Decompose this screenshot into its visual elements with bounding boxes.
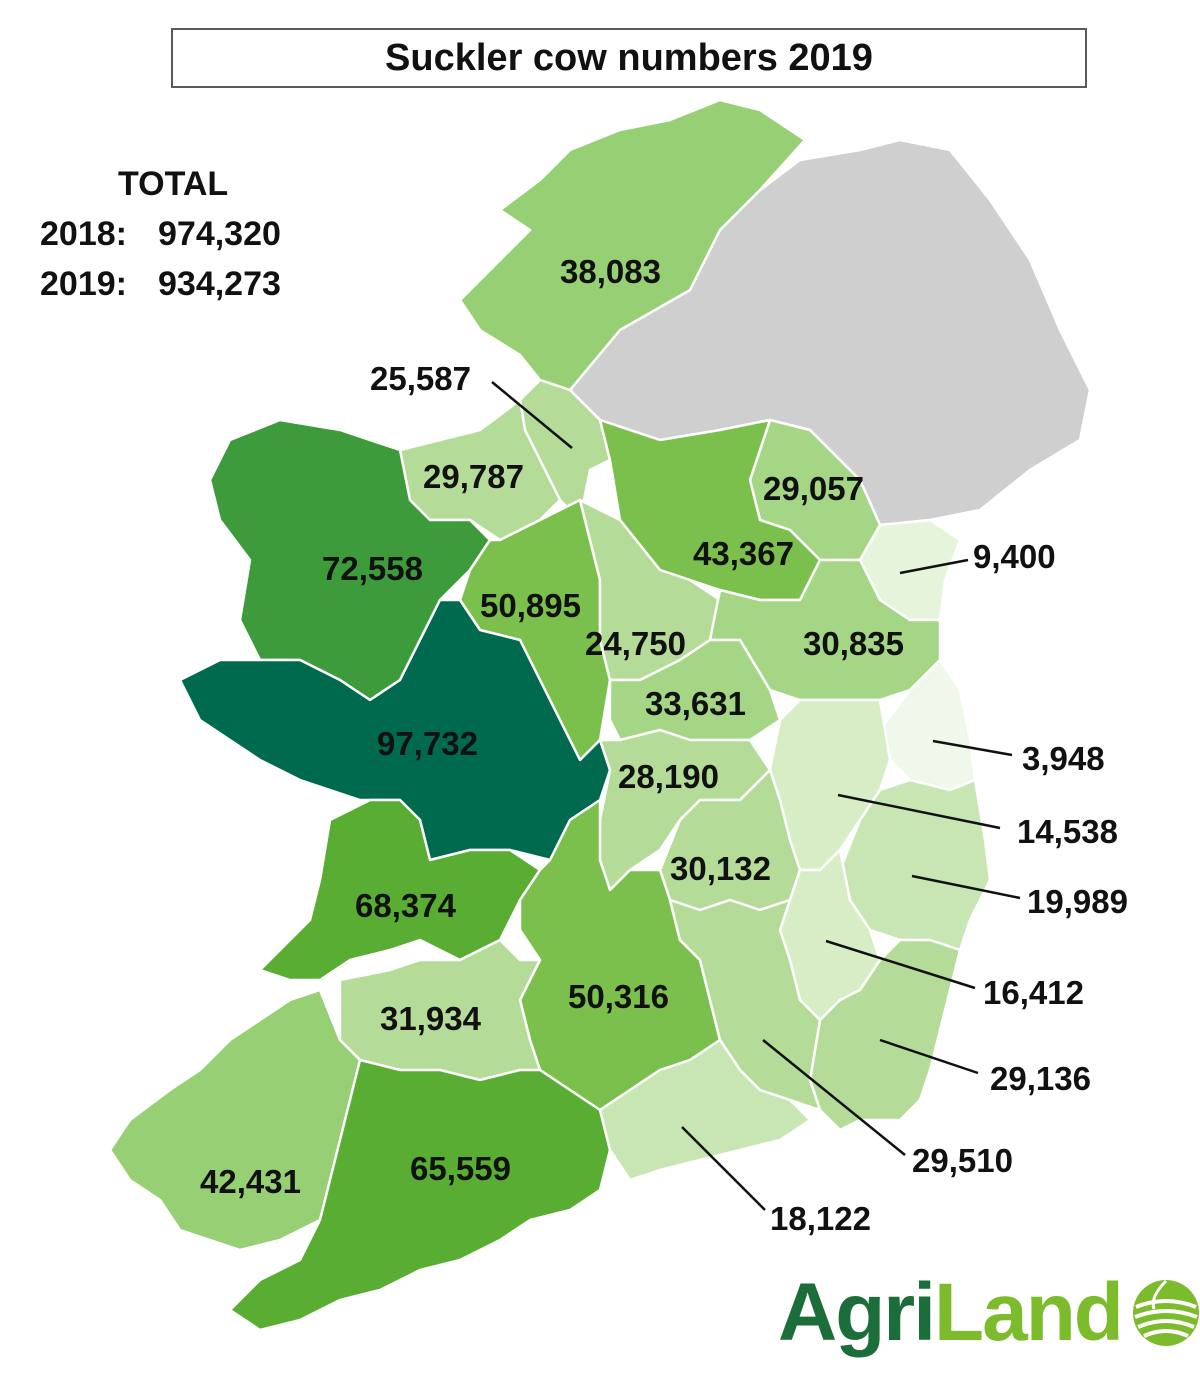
agriland-logo: Agri Land: [778, 1272, 1200, 1354]
label-carlow: 16,412: [983, 974, 1084, 1011]
label-dublin: 3,948: [1022, 740, 1105, 777]
label-sligo: 29,787: [423, 458, 524, 495]
leader-line-carlow: [825, 939, 976, 990]
totals-heading: TOTAL: [118, 165, 229, 203]
label-roscommon: 50,895: [480, 587, 581, 624]
label-limerick: 31,934: [380, 1000, 482, 1037]
label-meath: 30,835: [803, 625, 904, 662]
logo-text-agri: Agri: [778, 1267, 936, 1358]
totals-year: 2018:: [40, 215, 127, 253]
leader-line-dublin: [932, 739, 1013, 757]
label-leitrim: 25,587: [370, 360, 471, 397]
totals-row-2018: 2018: 974,320: [40, 215, 281, 254]
globe-field-icon: [1132, 1279, 1199, 1346]
label-louth: 9,400: [973, 538, 1056, 575]
totals-year: 2019:: [40, 265, 127, 303]
county-wexford: [808, 938, 962, 1132]
label-clare: 68,374: [355, 887, 457, 924]
county-labels: 38,083 25,587 29,787 29,057 72,558 50,89…: [200, 253, 1128, 1237]
leader-line-leitrim: [491, 381, 573, 449]
leader-line-wexford: [879, 1038, 979, 1075]
leader-line-waterford: [681, 1126, 766, 1211]
label-monaghan: 29,057: [763, 470, 864, 507]
label-kerry: 42,431: [200, 1163, 301, 1200]
county-donegal: [458, 98, 807, 392]
county-waterford: [598, 1038, 812, 1182]
county-cork: [228, 1058, 612, 1332]
label-cavan: 43,367: [693, 535, 794, 572]
map-title: Suckler cow numbers 2019: [171, 28, 1087, 88]
label-wexford: 29,136: [990, 1060, 1091, 1097]
label-cork: 65,559: [410, 1150, 511, 1187]
label-westmeath: 33,631: [645, 685, 746, 722]
totals-value: 974,320: [158, 215, 281, 253]
label-kildare: 14,538: [1017, 813, 1118, 850]
label-offaly: 28,190: [618, 758, 719, 795]
leader-lines: [491, 381, 1021, 1211]
leader-line-kildare: [837, 793, 1001, 830]
totals-row-2019: 2019: 934,273: [40, 265, 281, 304]
label-waterford: 18,122: [770, 1200, 871, 1237]
totals-value: 934,273: [158, 265, 281, 303]
leader-line-louth: [899, 558, 969, 575]
label-mayo: 72,558: [322, 550, 423, 587]
label-laois: 30,132: [670, 850, 771, 887]
leader-line-kilkenny: [762, 1039, 906, 1156]
leader-line-wicklow: [911, 874, 1021, 900]
label-galway: 97,732: [377, 725, 478, 762]
logo-text-land: Land: [934, 1267, 1124, 1358]
label-longford: 24,750: [585, 625, 686, 662]
label-donegal: 38,083: [560, 253, 661, 290]
label-kilkenny: 29,510: [912, 1142, 1013, 1179]
label-wicklow: 19,989: [1027, 883, 1128, 920]
label-tipperary: 50,316: [568, 978, 669, 1015]
